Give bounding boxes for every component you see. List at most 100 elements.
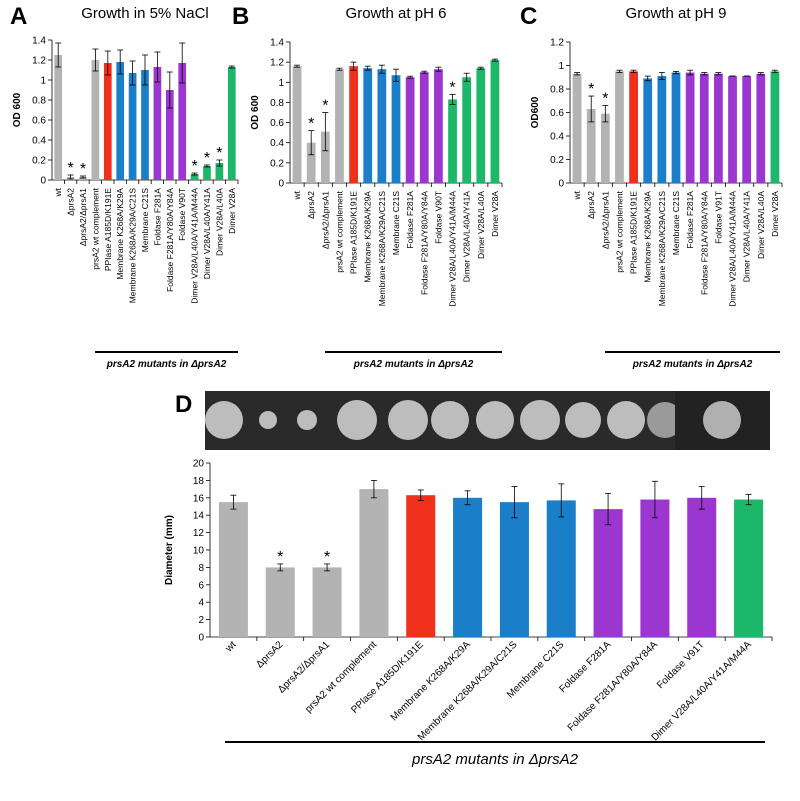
- x-tick-label: prsA2 wt complement: [614, 190, 624, 272]
- panel-label: C: [520, 3, 537, 30]
- y-tick-label: 1: [40, 76, 46, 87]
- significance-mark: *: [324, 549, 330, 566]
- x-tick-label: PPIase A185D/K191E: [629, 191, 639, 275]
- error-bar: [511, 486, 518, 519]
- significance-mark: *: [449, 79, 455, 96]
- y-axis-label: Diameter (mm): [164, 515, 175, 585]
- error-bar: [370, 479, 377, 499]
- error-bar: [651, 480, 658, 519]
- bar: [292, 66, 302, 183]
- y-tick-label: 0: [558, 179, 564, 190]
- error-bar: [378, 64, 385, 74]
- y-tick-label: 0.6: [32, 116, 46, 127]
- bar: [215, 163, 224, 180]
- x-tick-label: wt: [572, 190, 582, 200]
- significance-mark: *: [602, 90, 608, 107]
- error-bar: [477, 66, 484, 70]
- x-tick-label: Foldase F281A/Y80A/Y84A: [165, 188, 175, 292]
- significance-mark: *: [308, 116, 314, 133]
- error-bar: [104, 50, 111, 76]
- error-bar: [698, 486, 705, 510]
- x-tick-label: ΔprsA2: [586, 191, 596, 219]
- error-bar: [129, 60, 136, 86]
- significance-mark: *: [277, 549, 283, 566]
- x-tick-label: PPIase A185D/K191E: [103, 188, 113, 272]
- colony-photo: [205, 391, 770, 450]
- bar: [499, 502, 529, 637]
- error-bar: [630, 69, 637, 73]
- bar: [476, 68, 486, 183]
- error-bar: [142, 54, 148, 86]
- error-bar: [67, 174, 74, 180]
- y-tick-label: 1.2: [32, 56, 46, 67]
- x-tick-label: Membrane C21S: [671, 191, 681, 256]
- bar: [103, 63, 112, 180]
- x-tick-label: Dimer V28A/L40A: [476, 191, 486, 259]
- x-tick-label: Foldase F281A: [405, 191, 415, 249]
- bar: [359, 489, 389, 637]
- bar: [728, 76, 737, 183]
- x-tick-label: Membrane C21S: [140, 188, 150, 253]
- bar: [335, 69, 344, 183]
- x-tick-label: Membrane K268A/K29A: [115, 188, 125, 280]
- error-bar: [435, 66, 442, 72]
- x-tick-label: Dimer V28A/L40A: [214, 188, 224, 256]
- y-tick-label: 0.4: [32, 136, 46, 147]
- y-tick-label: 0: [40, 176, 46, 187]
- bar: [265, 567, 295, 637]
- x-tick-label: Membrane K268A/K29A: [643, 191, 653, 283]
- bar: [178, 63, 187, 180]
- x-tick-label: ΔprsA2/ΔprsA1: [320, 191, 330, 249]
- error-bar: [421, 70, 428, 74]
- x-tick-label: Membrane K268A/K29A: [363, 191, 373, 283]
- x-tick-label: ΔprsA2/ΔprsA1: [78, 188, 88, 246]
- bar: [687, 497, 717, 637]
- error-bar: [92, 48, 99, 72]
- x-tick-label: Dimer V28A/L40A/Y41A/M44A: [728, 191, 738, 307]
- error-bar: [464, 490, 471, 506]
- x-tick-label: Membrane K268A/K29A: [389, 639, 473, 723]
- error-bar: [179, 42, 186, 84]
- x-tick-label: prsA2 wt complement: [334, 190, 344, 272]
- bar: [434, 69, 443, 183]
- error-bar: [574, 72, 581, 76]
- y-tick-label: 0.2: [270, 158, 284, 169]
- error-bar: [605, 493, 612, 526]
- y-tick-label: 0.4: [270, 138, 284, 149]
- x-tick-label: ΔprsA2/ΔprsA1: [600, 191, 610, 249]
- y-tick-label: 1.4: [32, 36, 46, 47]
- group-label: prsA2 mutants in ΔprsA2: [411, 751, 579, 768]
- bar: [153, 67, 162, 180]
- panel-label: B: [232, 3, 249, 30]
- bar: [600, 113, 610, 183]
- error-bar: [701, 72, 708, 76]
- bar: [349, 66, 358, 183]
- x-tick-label: Foldase V90T: [433, 191, 443, 244]
- error-bar: [80, 175, 86, 179]
- y-tick-label: 0.8: [270, 98, 284, 109]
- error-bar: [715, 72, 722, 76]
- bar: [643, 78, 653, 183]
- y-tick-label: 1: [278, 78, 284, 89]
- error-bar: [673, 70, 679, 75]
- x-tick-label: Dimer V28A/L40A/Y41A: [462, 191, 472, 283]
- bar: [593, 509, 623, 637]
- bar: [320, 131, 330, 183]
- x-tick-label: Foldase F281A/Y80A/Y84A: [419, 191, 429, 295]
- y-tick-label: 0.6: [550, 108, 564, 119]
- x-tick-label: Dimer V28A: [227, 188, 237, 234]
- bar: [734, 499, 764, 637]
- bar: [742, 76, 752, 183]
- significance-mark: *: [588, 81, 594, 98]
- bar: [770, 71, 780, 183]
- error-bar: [757, 72, 764, 76]
- bar: [391, 75, 401, 183]
- group-label: prsA2 mutants in ΔprsA2: [353, 359, 474, 370]
- bar: [91, 60, 100, 180]
- y-tick-label: 1.2: [270, 58, 284, 69]
- group-label: prsA2 mutants in ΔprsA2: [632, 359, 753, 370]
- x-tick-label: Dimer V28A: [490, 191, 500, 237]
- chart-title: Growth at pH 6: [346, 5, 447, 22]
- y-tick-label: 4: [198, 598, 204, 609]
